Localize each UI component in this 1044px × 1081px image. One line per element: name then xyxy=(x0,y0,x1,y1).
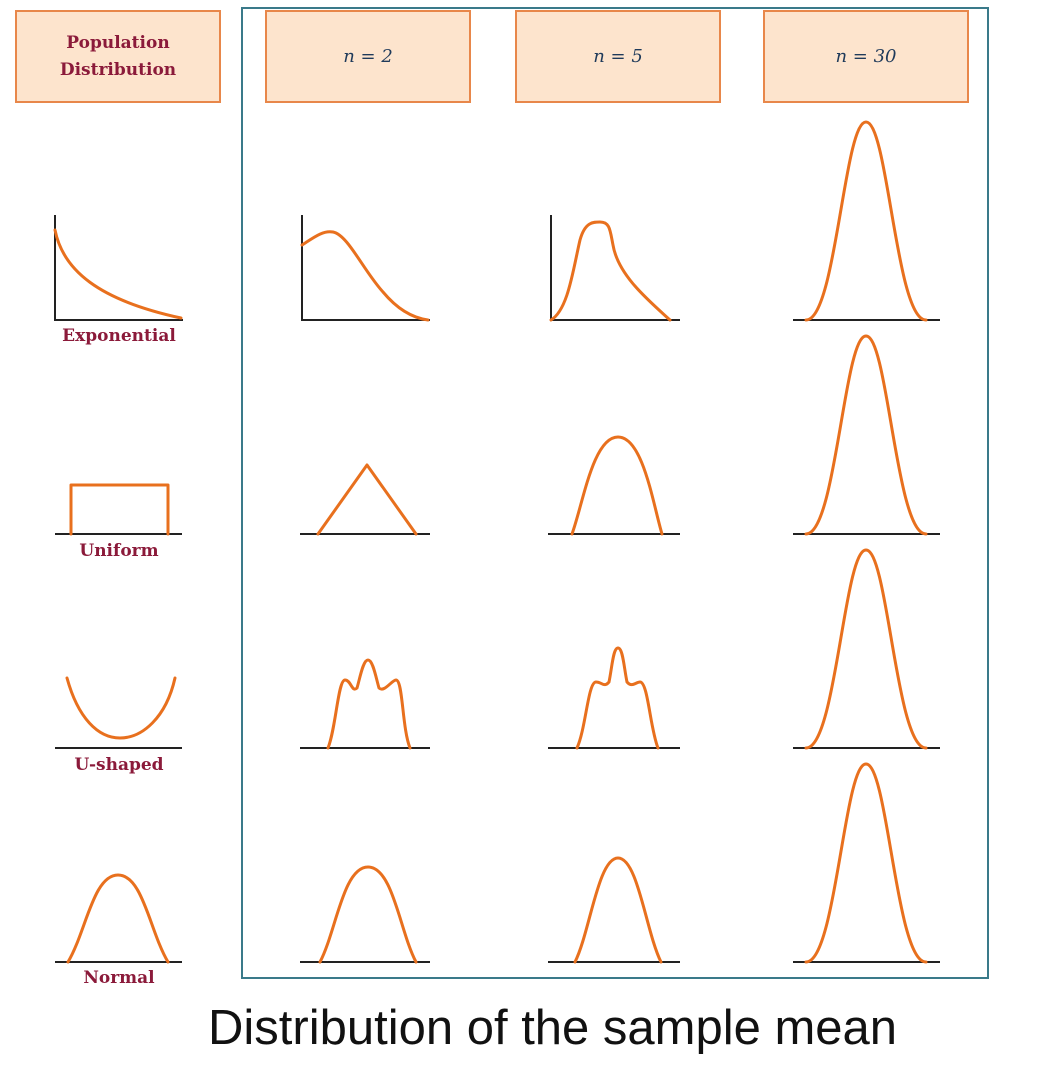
plot-normal-n5 xyxy=(548,856,680,964)
sample-size-label: n = 5 xyxy=(593,46,643,67)
plot-uniform-n30 xyxy=(793,334,940,536)
plot-normal-n2 xyxy=(300,865,430,964)
plot-uniform-n2 xyxy=(300,463,430,536)
plot-exponential-n30 xyxy=(793,120,940,322)
plot-exponential-population xyxy=(53,215,183,321)
population-distribution-header: Population Distribution xyxy=(15,10,221,103)
plot-exponential-n2 xyxy=(300,215,430,322)
plot-ushaped-n5 xyxy=(548,646,680,750)
header-n2: n = 2 xyxy=(265,10,471,103)
header-line-1: Population xyxy=(66,32,170,53)
sample-size-label: n = 30 xyxy=(835,46,897,67)
label-normal: Normal xyxy=(83,968,155,988)
plot-ushaped-population xyxy=(55,676,182,749)
label-uniform: Uniform xyxy=(79,541,159,561)
plot-exponential-n5 xyxy=(549,215,680,322)
header-n30: n = 30 xyxy=(763,10,969,103)
sampling-frame xyxy=(241,7,989,979)
sample-size-label: n = 2 xyxy=(343,46,393,67)
plot-uniform-n5 xyxy=(548,435,680,536)
plot-normal-n30 xyxy=(793,762,940,964)
plot-ushaped-n2 xyxy=(300,658,430,750)
plot-uniform-population xyxy=(55,483,182,536)
label-ushaped: U-shaped xyxy=(74,755,164,775)
header-n5: n = 5 xyxy=(515,10,721,103)
label-exponential: Exponential xyxy=(62,326,176,346)
plot-ushaped-n30 xyxy=(793,548,940,750)
header-line-2: Distribution xyxy=(59,59,177,80)
plot-normal-population xyxy=(55,873,182,964)
caption: Distribution of the sample mean xyxy=(208,1001,898,1055)
